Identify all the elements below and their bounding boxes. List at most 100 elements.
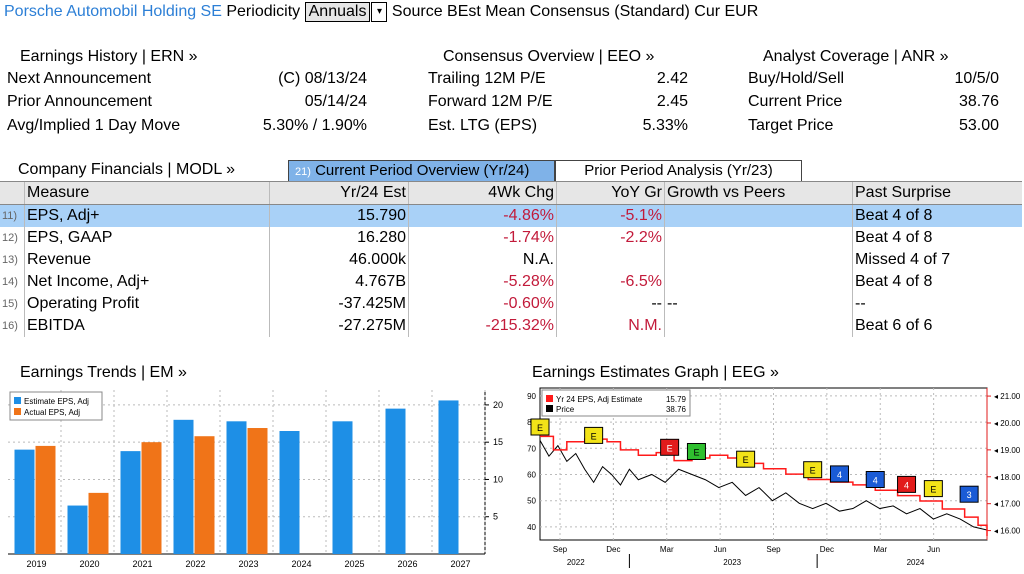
- table-row[interactable]: 16) EBITDA -27.275M -215.32% N.M. Beat 6…: [0, 315, 1022, 337]
- col-peers-header[interactable]: Growth vs Peers: [664, 181, 853, 205]
- table-row[interactable]: 12) EPS, GAAP 16.280 -1.74% -2.2% Beat 4…: [0, 227, 1022, 249]
- row-measure[interactable]: EPS, Adj+: [24, 204, 270, 227]
- xtick-label: 2026: [397, 559, 417, 569]
- xtick-label: 2027: [450, 559, 470, 569]
- row-measure[interactable]: EPS, GAAP: [24, 227, 270, 249]
- consensus-overview-title[interactable]: Consensus Overview | EEO »: [443, 48, 655, 65]
- header-bar: Porsche Automobil Holding SE Periodicity…: [4, 2, 758, 22]
- ac-label-1: Current Price: [748, 93, 843, 110]
- row-surprise: --: [852, 293, 1022, 315]
- table-row[interactable]: 15) Operating Profit -37.425M -0.60% -- …: [0, 293, 1022, 315]
- bar-estimate: [226, 421, 247, 554]
- bar-actual: [194, 436, 215, 554]
- xtick-label: Jun: [927, 545, 940, 554]
- row-est: 4.767B: [269, 271, 409, 293]
- eh-label-0: Next Announcement: [7, 70, 152, 87]
- tab-prior-period[interactable]: Prior Period Analysis (Yr/23): [555, 160, 802, 182]
- earnings-estimates-chart[interactable]: 405060708090◂ 16.00◂ 17.00◂ 18.00◂ 19.00…: [512, 384, 1024, 574]
- left-tick-label: 60: [527, 470, 536, 479]
- row-yoy: -6.5%: [556, 271, 665, 293]
- analyst-coverage-title[interactable]: Analyst Coverage | ANR »: [763, 48, 949, 65]
- row-chg: -1.74%: [408, 227, 557, 249]
- xtick-label: 2023: [238, 559, 258, 569]
- eh-value-1: 05/14/24: [304, 93, 367, 110]
- event-marker-label: 3: [967, 490, 972, 500]
- event-marker: [829, 465, 849, 483]
- legend-label-estimate: Yr 24 EPS, Adj Estimate: [556, 395, 643, 404]
- xtick-label: Mar: [873, 545, 887, 554]
- col-est-header[interactable]: Yr/24 Est: [269, 181, 409, 205]
- row-chg: -4.86%: [408, 204, 557, 227]
- tab-current-period[interactable]: 21) Current Period Overview (Yr/24): [288, 160, 555, 182]
- left-tick-label: 90: [527, 392, 536, 401]
- row-surprise: Missed 4 of 7: [852, 249, 1022, 271]
- col-chg-header[interactable]: 4Wk Chg: [408, 181, 557, 205]
- row-number: 16): [2, 320, 18, 332]
- company-name[interactable]: Porsche Automobil Holding SE: [4, 3, 222, 20]
- col-measure-header[interactable]: Measure: [24, 181, 270, 205]
- company-financials-title[interactable]: Company Financials | MODL »: [18, 161, 235, 178]
- row-chg: -5.28%: [408, 271, 557, 293]
- bar-estimate: [438, 400, 459, 554]
- row-measure[interactable]: Revenue: [24, 249, 270, 271]
- row-est: 16.280: [269, 227, 409, 249]
- left-tick-label: 50: [527, 497, 536, 506]
- xtick-label: Dec: [820, 545, 834, 554]
- earnings-history-title[interactable]: Earnings History | ERN »: [20, 48, 198, 65]
- legend-swatch-estimate: [14, 397, 21, 404]
- col-surprise-header[interactable]: Past Surprise: [852, 181, 1022, 205]
- event-marker-label: 4: [837, 470, 842, 480]
- eh-value-0: (C) 08/13/24: [278, 70, 367, 87]
- ac-value-0: 10/5/0: [954, 70, 999, 87]
- row-peers: [664, 227, 853, 249]
- price-line: [539, 440, 988, 531]
- earnings-trends-title[interactable]: Earnings Trends | EM »: [20, 364, 187, 381]
- row-chg: -0.60%: [408, 293, 557, 315]
- row-surprise: Beat 4 of 8: [852, 227, 1022, 249]
- row-number: 12): [2, 232, 18, 244]
- eh-label-1: Prior Announcement: [7, 93, 152, 110]
- xtick-label: 2022: [185, 559, 205, 569]
- ytick-label: 20: [493, 400, 503, 410]
- xtick-label: Sep: [553, 545, 568, 554]
- co-label-2: Est. LTG (EPS): [428, 117, 538, 134]
- table-row[interactable]: 13) Revenue 46.000k N.A. Missed 4 of 7: [0, 249, 1022, 271]
- event-marker: [897, 475, 917, 493]
- row-peers: [664, 315, 853, 337]
- right-tick-label: ◂ 18.00: [994, 473, 1021, 482]
- legend-swatch-estimate: [546, 395, 553, 402]
- row-est: 46.000k: [269, 249, 409, 271]
- co-value-1: 2.45: [656, 93, 688, 110]
- row-measure[interactable]: Operating Profit: [24, 293, 270, 315]
- source-text: Source BEst Mean Consensus (Standard) Cu…: [391, 3, 759, 20]
- event-marker-label: 4: [873, 476, 878, 486]
- year-label: 2023: [723, 558, 741, 567]
- row-measure[interactable]: Net Income, Adj+: [24, 271, 270, 293]
- row-yoy: --: [556, 293, 665, 315]
- table-row[interactable]: 11) EPS, Adj+ 15.790 -4.86% -5.1% Beat 4…: [0, 204, 1022, 227]
- xtick-label: 2025: [344, 559, 364, 569]
- legend-box: [541, 389, 691, 417]
- bar-estimate: [173, 419, 194, 554]
- earnings-estimates-graph-title[interactable]: Earnings Estimates Graph | EEG »: [532, 364, 779, 381]
- bar-actual: [141, 442, 162, 554]
- legend-value-price: 38.76: [666, 405, 687, 414]
- right-tick-label: ◂ 19.00: [994, 446, 1021, 455]
- earnings-trends-chart[interactable]: 5 10 15 20 2019 2020 2021 2022 2023 2024 2025 2026 2…: [0, 384, 510, 574]
- dropdown-arrow-icon[interactable]: ▾: [371, 2, 388, 22]
- periodicity-select[interactable]: Annuals: [304, 2, 371, 22]
- row-measure[interactable]: EBITDA: [24, 315, 270, 337]
- table-row[interactable]: 14) Net Income, Adj+ 4.767B -5.28% -6.5%…: [0, 271, 1022, 293]
- event-marker-label: E: [537, 423, 543, 433]
- legend-box: [9, 391, 103, 421]
- row-peers: [664, 249, 853, 271]
- legend-swatch-price: [546, 405, 553, 412]
- co-value-2: 5.33%: [642, 117, 688, 134]
- col-yoy-header[interactable]: YoY Gr: [556, 181, 665, 205]
- row-peers: [664, 204, 853, 227]
- xtick-label: Sep: [766, 545, 781, 554]
- xtick-label: 2019: [26, 559, 46, 569]
- row-chg: N.A.: [408, 249, 557, 271]
- legend-swatch-actual: [14, 408, 21, 415]
- bar-actual: [35, 445, 56, 554]
